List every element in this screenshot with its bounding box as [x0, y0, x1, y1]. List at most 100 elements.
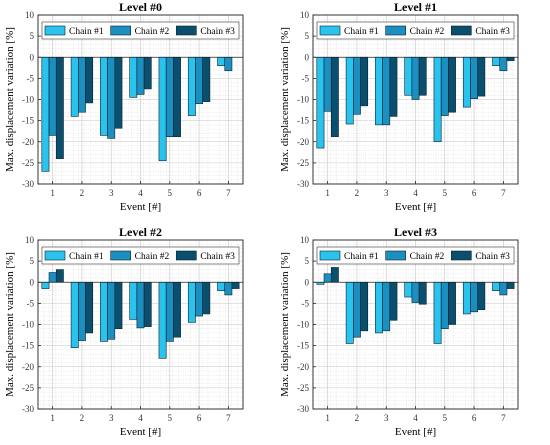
bar: [404, 281, 413, 298]
bar: [462, 281, 471, 315]
bar: [375, 56, 383, 126]
x-axis-label: Event [#]: [395, 426, 436, 438]
y-tick-label: -30: [22, 179, 34, 189]
x-tick-label: 3: [384, 413, 389, 423]
bar: [48, 272, 57, 283]
bar: [217, 281, 226, 291]
y-tick-label: 10: [300, 235, 310, 245]
bar: [143, 281, 152, 327]
x-tick-label: 3: [109, 188, 114, 198]
bar: [217, 56, 226, 66]
bar: [353, 56, 361, 115]
x-tick-label: 5: [443, 413, 448, 423]
y-tick-label: -15: [297, 116, 309, 126]
bar: [165, 56, 174, 137]
bar: [506, 56, 515, 61]
x-tick-label: 2: [80, 413, 85, 423]
bar: [55, 56, 64, 159]
bar: [448, 56, 456, 113]
legend: Chain #1 Chain #2 Chain #3: [41, 21, 240, 40]
x-tick-label: 6: [197, 413, 202, 423]
x-tick-label: 1: [325, 188, 330, 198]
y-tick-label: -10: [297, 95, 309, 105]
bar: [85, 56, 94, 104]
legend-label: Chain #1: [344, 252, 379, 262]
bar: [470, 56, 478, 99]
x-tick-label: 2: [355, 413, 360, 423]
bar: [187, 56, 196, 116]
legend-label: Chain #3: [200, 252, 235, 262]
chart-panel-1: 10 5 0 -5 -10 -15 -20 -25 -30 1 2 3 4 5 6 7 Level #1 Even…: [279, 0, 519, 213]
x-axis-label: Event [#]: [395, 201, 436, 213]
bar: [70, 281, 79, 349]
bar: [114, 56, 123, 129]
bar: [41, 56, 50, 172]
y-tick-label: -30: [297, 404, 309, 414]
bar: [173, 56, 181, 137]
bar: [382, 56, 391, 126]
x-tick-label: 7: [226, 188, 231, 198]
y-tick-label: -25: [22, 158, 34, 168]
y-tick-label: -5: [302, 298, 310, 308]
x-tick-label: 1: [50, 413, 55, 423]
legend-label: Chain #3: [475, 27, 510, 37]
bar: [85, 281, 94, 334]
legend-label: Chain #1: [344, 27, 379, 37]
bar: [375, 281, 383, 334]
chart-panel-3: 10 5 0 -5 -10 -15 -20 -25 -30 1 2 3 4 5 6 7 Level #3 Even…: [279, 225, 519, 438]
y-tick-label: -30: [297, 179, 309, 189]
chart-title: Level #2: [119, 225, 162, 239]
bar: [382, 281, 391, 332]
legend-swatch: [385, 25, 406, 36]
legend-swatch: [319, 25, 341, 36]
bar: [506, 281, 515, 289]
x-tick-label: 4: [138, 413, 143, 423]
bar: [411, 281, 420, 303]
legend-swatch: [110, 250, 131, 261]
bar: [440, 281, 449, 330]
y-axis-label: Max. displacement variation [%]: [4, 27, 16, 172]
legend-swatch: [451, 25, 472, 36]
legend: Chain #1 Chain #2 Chain #3: [316, 246, 515, 265]
bar: [492, 56, 501, 66]
x-tick-label: 1: [325, 413, 330, 423]
bar: [345, 56, 354, 125]
x-tick-label: 7: [501, 188, 506, 198]
bar: [129, 281, 138, 320]
bar: [187, 281, 196, 323]
y-tick-label: -20: [22, 362, 34, 372]
y-tick-label: 0: [305, 52, 310, 62]
x-tick-label: 4: [138, 188, 143, 198]
x-axis-label: Event [#]: [120, 426, 161, 438]
y-tick-label: 10: [25, 10, 35, 20]
y-tick-label: -30: [22, 404, 34, 414]
y-tick-label: -10: [22, 320, 34, 330]
legend-swatch: [176, 25, 197, 36]
bar: [360, 281, 369, 332]
y-tick-label: -25: [297, 383, 309, 393]
bar: [143, 56, 152, 90]
bar: [323, 273, 332, 283]
bar: [165, 281, 174, 342]
y-tick-label: 0: [30, 277, 35, 287]
x-tick-label: 5: [443, 188, 448, 198]
bar: [492, 281, 501, 291]
bar: [107, 56, 116, 139]
legend: Chain #1 Chain #2 Chain #3: [41, 246, 240, 265]
y-tick-label: -5: [302, 73, 310, 83]
x-tick-label: 6: [197, 188, 202, 198]
x-tick-label: 7: [226, 413, 231, 423]
legend-swatch: [385, 250, 406, 261]
x-tick-label: 7: [501, 413, 506, 423]
bar: [411, 56, 420, 100]
legend-swatch: [176, 250, 197, 261]
y-tick-label: -20: [22, 137, 34, 147]
y-tick-label: -5: [27, 73, 35, 83]
y-tick-label: 5: [30, 31, 35, 41]
x-tick-label: 2: [80, 188, 85, 198]
x-tick-label: 6: [472, 188, 477, 198]
y-axis-label: Max. displacement variation [%]: [279, 27, 291, 172]
x-tick-label: 4: [413, 413, 418, 423]
x-tick-label: 5: [168, 413, 173, 423]
